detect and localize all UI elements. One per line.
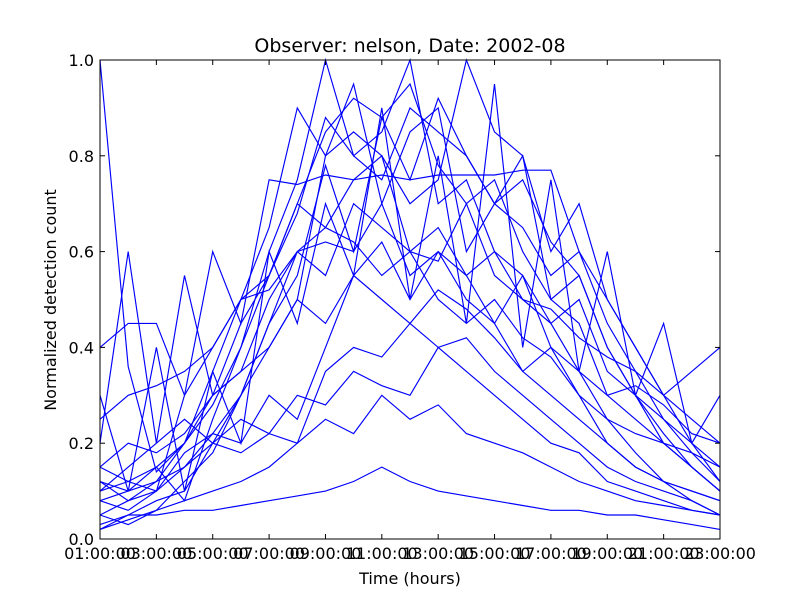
y-axis-ticks: 0.0 0.2 0.4 0.6 0.8 1.0 [69,51,720,549]
axes-frame [99,59,721,540]
x-tick-label-7: 13:00:00 [402,544,474,563]
series-line-18 [99,274,721,511]
y-tick-label-5: 0.8 [69,147,94,166]
series-line-9 [99,346,721,530]
x-tick-label-2: 03:00:00 [120,544,192,563]
series-layer [99,57,721,530]
x-tick-label-8: 15:00:00 [459,544,531,563]
y-tick-label-3: 0.4 [69,338,94,357]
series-line-11 [99,394,721,516]
series-line-3 [99,82,721,516]
y-tick-label-1: 0.0 [69,530,94,549]
x-tick-label-9: 17:00:00 [515,544,587,563]
x-tick-label-4: 07:00:00 [233,544,305,563]
x-tick-label-10: 19:00:00 [571,544,643,563]
series-line-4 [99,202,721,444]
x-tick-label-5: 09:00:00 [290,544,362,563]
series-line-15 [99,106,721,492]
y-tick-label-4: 0.6 [69,243,94,262]
series-line-6 [99,466,721,530]
series-line-12 [99,169,721,502]
plot-area: 01:00:0003:00:0005:00:0007:00:0009:00:00… [64,51,756,563]
y-axis-label: Normalized detection count [41,189,60,411]
y-tick-label-6: 1.0 [69,51,94,70]
chart-title: Observer: nelson, Date: 2002-08 [254,35,565,57]
y-tick-label-2: 0.2 [69,434,94,453]
x-tick-label-12: 23:00:00 [684,544,756,563]
x-tick-label-11: 21:00:00 [628,544,700,563]
x-axis-ticks: 01:00:0003:00:0005:00:0007:00:0009:00:00… [64,60,756,563]
x-tick-label-1: 01:00:00 [64,544,136,563]
x-tick-label-6: 11:00:00 [346,544,418,563]
series-line-17 [99,154,721,444]
x-tick-label-3: 05:00:00 [177,544,249,563]
x-axis-label: Time (hours) [358,569,461,588]
series-line-10 [99,83,721,492]
